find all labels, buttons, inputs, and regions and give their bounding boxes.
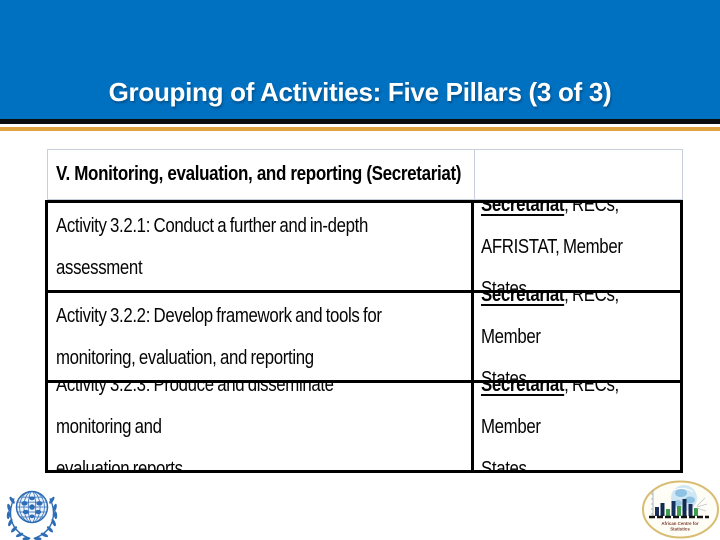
black-divider-line (0, 119, 720, 124)
slide-title: Grouping of Activities: Five Pillars (3 … (108, 77, 612, 107)
activity-text: Activity 3.2.2: Develop framework and to… (56, 304, 382, 369)
table-row: Activity 3.2.2: Develop framework and to… (48, 293, 680, 383)
pillar-header-empty-cell (475, 150, 682, 199)
acs-caption-line2: Statistics (670, 527, 690, 532)
activities-table: Activity 3.2.1: Conduct a further and in… (45, 200, 683, 473)
activity-cell: Activity 3.2.3: Produce and disseminate … (48, 383, 474, 470)
pillar-header-label: V. Monitoring, evaluation, and reporting… (56, 163, 462, 185)
table-row: Activity 3.2.1: Conduct a further and in… (48, 203, 680, 293)
acs-logo-icon: African Centre for Statistics (642, 480, 719, 539)
responsible-cell: Secretariat, RECs, Member States (474, 293, 680, 380)
responsible-rest: , RECs, AFRISTAT, Member States (481, 203, 623, 290)
responsible-rest: , RECs, Member States (481, 383, 619, 470)
responsible-lead: Secretariat (481, 293, 565, 306)
acs-axis (651, 490, 654, 516)
responsible-text: Secretariat, RECs, Member States (481, 383, 645, 470)
acs-bar-chart-icon (649, 499, 709, 519)
activity-cell: Activity 3.2.2: Develop framework and to… (48, 293, 474, 380)
responsible-lead: Secretariat (481, 383, 565, 396)
responsible-text: Secretariat, RECs, Member States (481, 293, 645, 380)
un-logo-icon (6, 490, 58, 540)
responsible-lead: Secretariat (481, 203, 565, 216)
responsible-rest: , RECs, Member States (481, 293, 619, 380)
activity-cell: Activity 3.2.1: Conduct a further and in… (48, 203, 474, 290)
acs-caption-line1: African Centre for (661, 521, 699, 526)
responsible-text: Secretariat, RECs, AFRISTAT, Member Stat… (481, 203, 645, 290)
acs-rays (696, 497, 708, 512)
pillar-header-row: V. Monitoring, evaluation, and reporting… (47, 149, 683, 200)
table-row: Activity 3.2.3: Produce and disseminate … (48, 383, 680, 470)
pillar-header-cell: V. Monitoring, evaluation, and reporting… (48, 150, 475, 199)
activity-text: Activity 3.2.1: Conduct a further and in… (56, 214, 368, 279)
activity-text: Activity 3.2.3: Produce and disseminate … (56, 383, 334, 470)
gold-divider-line (0, 127, 720, 131)
responsible-cell: Secretariat, RECs, AFRISTAT, Member Stat… (474, 203, 680, 290)
responsible-cell: Secretariat, RECs, Member States (474, 383, 680, 470)
title-banner: Grouping of Activities: Five Pillars (3 … (0, 0, 720, 119)
